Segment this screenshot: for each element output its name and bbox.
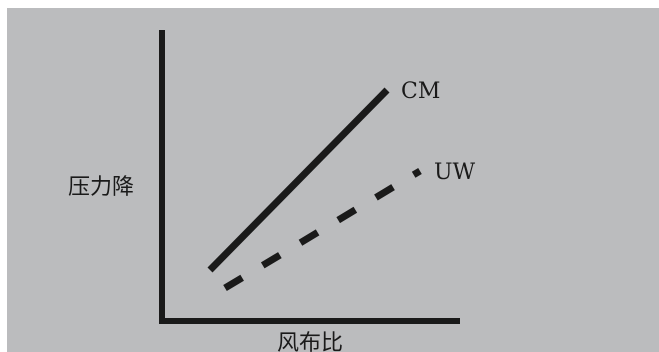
series-label-uw: UW [434, 160, 476, 185]
y-axis-label: 压力降 [68, 175, 134, 200]
series-label-cm: CM [401, 79, 440, 104]
chart-background [7, 8, 659, 352]
series-layer: CM UW [207, 79, 476, 292]
series-line-cm [207, 87, 390, 273]
series-line-uw [223, 167, 422, 292]
x-axis-label: 风布比 [277, 331, 343, 352]
